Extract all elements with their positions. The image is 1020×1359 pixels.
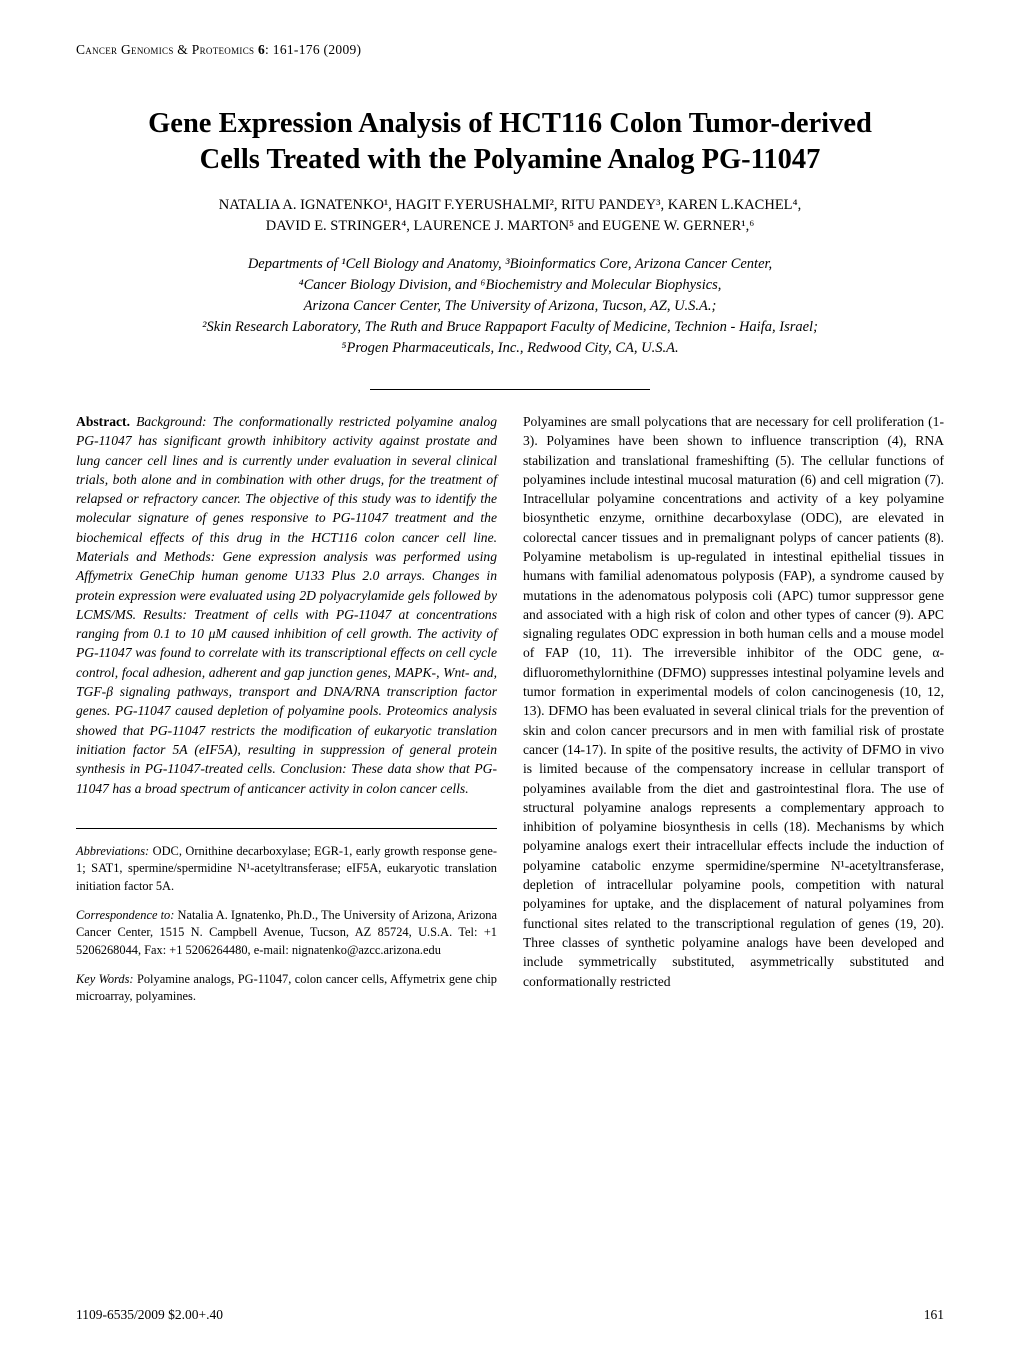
affiliation-line-2: ⁴Cancer Biology Division, and ⁶Biochemis… xyxy=(299,277,722,293)
abstract-body: Background: The conformationally restric… xyxy=(76,414,497,796)
affiliation-line-4: ²Skin Research Laboratory, The Ruth and … xyxy=(202,319,818,335)
affiliation-line-1: Departments of ¹Cell Biology and Anatomy… xyxy=(248,256,772,272)
left-column: Abstract. Background: The conformational… xyxy=(76,412,497,1018)
authors-block: NATALIA A. IGNATENKO¹, HAGIT F.YERUSHALM… xyxy=(76,195,944,236)
abstract-paragraph: Abstract. Background: The conformational… xyxy=(76,412,497,798)
journal-pages: : 161-176 (2009) xyxy=(265,42,361,57)
correspondence-label: Correspondence to: xyxy=(76,908,174,922)
spacer xyxy=(76,798,497,820)
affiliation-line-5: ⁵Progen Pharmaceuticals, Inc., Redwood C… xyxy=(341,340,678,356)
authors-line-2: DAVID E. STRINGER⁴, LAURENCE J. MARTON⁵ … xyxy=(266,218,755,234)
title-line-2: Cells Treated with the Polyamine Analog … xyxy=(200,144,821,175)
keywords-footnote: Key Words: Polyamine analogs, PG-11047, … xyxy=(76,971,497,1006)
title-line-1: Gene Expression Analysis of HCT116 Colon… xyxy=(148,108,872,139)
header-divider xyxy=(370,389,650,390)
journal-header: Cancer Genomics & Proteomics 6: 161-176 … xyxy=(76,42,944,58)
two-column-body: Abstract. Background: The conformational… xyxy=(76,412,944,1018)
footnote-divider xyxy=(76,828,497,829)
article-title: Gene Expression Analysis of HCT116 Colon… xyxy=(76,106,944,177)
journal-name: Cancer Genomics & Proteomics xyxy=(76,42,258,57)
intro-paragraph: Polyamines are small polycations that ar… xyxy=(523,412,944,991)
page-footer: 1109-6535/2009 $2.00+.40 161 xyxy=(76,1307,944,1323)
footer-page-number: 161 xyxy=(924,1307,944,1323)
journal-volume: 6 xyxy=(258,42,265,57)
keywords-text: Polyamine analogs, PG-11047, colon cance… xyxy=(76,972,497,1003)
affiliation-line-3: Arizona Cancer Center, The University of… xyxy=(304,298,717,314)
footer-left: 1109-6535/2009 $2.00+.40 xyxy=(76,1307,223,1323)
abstract-label: Abstract. xyxy=(76,414,130,429)
authors-line-1: NATALIA A. IGNATENKO¹, HAGIT F.YERUSHALM… xyxy=(219,197,801,213)
keywords-label: Key Words: xyxy=(76,972,134,986)
right-column: Polyamines are small polycations that ar… xyxy=(523,412,944,1018)
affiliations-block: Departments of ¹Cell Biology and Anatomy… xyxy=(76,254,944,359)
abbreviations-label: Abbreviations: xyxy=(76,844,149,858)
correspondence-footnote: Correspondence to: Natalia A. Ignatenko,… xyxy=(76,907,497,959)
abbreviations-footnote: Abbreviations: ODC, Ornithine decarboxyl… xyxy=(76,843,497,895)
